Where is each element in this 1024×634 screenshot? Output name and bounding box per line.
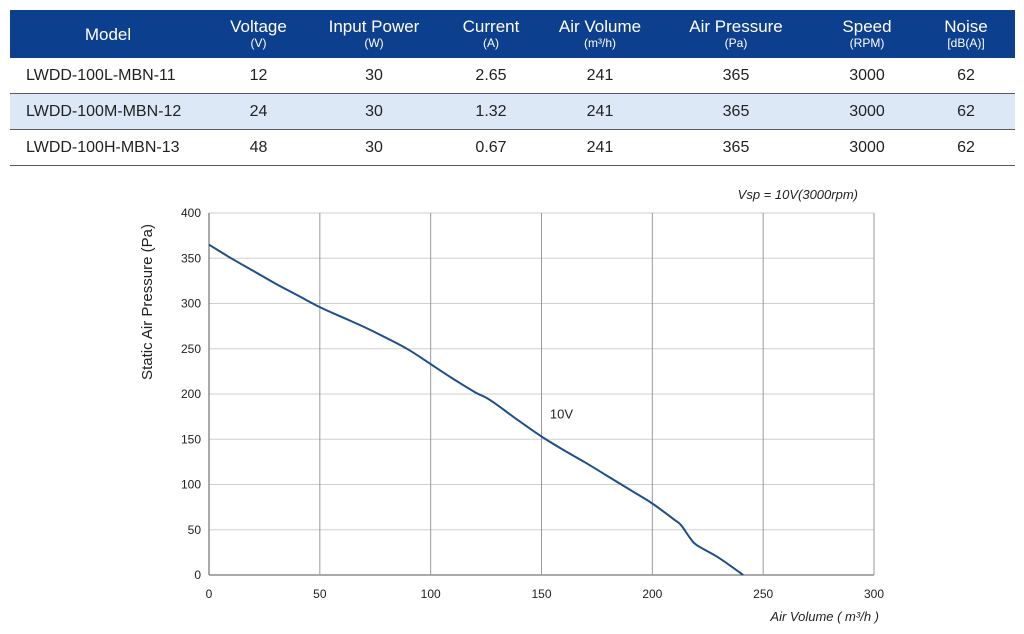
y-tick-label: 400: [181, 206, 201, 220]
table-cell: 30: [311, 93, 437, 130]
x-tick-label: 100: [421, 587, 441, 601]
header-label: Noise: [944, 17, 988, 36]
header-label: Model: [84, 24, 132, 44]
table-cell: 241: [545, 129, 655, 166]
table-cell: 30: [311, 58, 437, 94]
header-current: Current (A): [437, 10, 545, 58]
y-tick-label: 100: [181, 478, 201, 492]
table-cell: 241: [545, 93, 655, 130]
x-axis-label: Air Volume ( m³/h ): [769, 609, 879, 624]
table-header-row: Model Voltage (V) Input Power (W) Curren…: [10, 10, 1015, 58]
header-label: Input Power: [328, 17, 420, 36]
header-label: Speed: [842, 17, 892, 36]
header-unit: (A): [483, 36, 499, 50]
y-tick-label: 200: [181, 387, 201, 401]
table-cell-model: LWDD-100H-MBN-13: [10, 129, 206, 166]
x-tick-label: 200: [642, 587, 662, 601]
table-cell: 365: [655, 93, 817, 130]
header-unit: (m³/h): [584, 36, 616, 50]
table-cell: 365: [655, 129, 817, 166]
table-cell: 0.67: [437, 129, 545, 166]
header-noise: Noise [dB(A)]: [917, 10, 1015, 58]
header-input-power: Input Power (W): [311, 10, 437, 58]
header-label: Voltage: [230, 17, 287, 36]
spec-table: Model Voltage (V) Input Power (W) Curren…: [10, 10, 1015, 166]
header-unit: (W): [364, 36, 384, 50]
table-cell: 365: [655, 58, 817, 94]
table-cell: 1.32: [437, 93, 545, 130]
x-tick-label: 50: [313, 587, 327, 601]
header-unit: (V): [250, 36, 267, 50]
table-cell: 24: [206, 93, 311, 130]
x-tick-label: 0: [206, 587, 213, 601]
table-cell: 30: [311, 129, 437, 166]
table-row: LWDD-100M-MBN-12 24 30 1.32 241 365 3000…: [10, 93, 1015, 130]
header-voltage: Voltage (V): [206, 10, 311, 58]
table-row: LWDD-100L-MBN-11 12 30 2.65 241 365 3000…: [10, 58, 1015, 94]
header-model: Model: [10, 10, 206, 58]
table-cell: 62: [917, 93, 1015, 130]
header-air-pressure: Air Pressure (Pa): [655, 10, 817, 58]
table-cell: 2.65: [437, 58, 545, 94]
table-cell: 241: [545, 58, 655, 94]
y-tick-label: 350: [181, 251, 201, 265]
header-speed: Speed (RPM): [817, 10, 917, 58]
header-unit: (Pa): [724, 36, 748, 50]
y-tick-label: 0: [194, 568, 201, 582]
x-tick-label: 300: [864, 587, 884, 601]
table-cell-model: LWDD-100M-MBN-12: [10, 93, 206, 130]
table-cell: 12: [206, 58, 311, 94]
x-tick-label: 250: [753, 587, 773, 601]
chart-series: 10V: [208, 243, 744, 576]
y-tick-label: 50: [188, 523, 202, 537]
y-tick-label: 150: [181, 432, 201, 446]
table-cell: 48: [206, 129, 311, 166]
table-row: LWDD-100H-MBN-13 48 30 0.67 241 365 3000…: [10, 129, 1015, 166]
header-label: Air Volume: [558, 17, 642, 36]
series-line: [208, 243, 744, 576]
table-cell: 3000: [817, 129, 917, 166]
chart-tick-labels: 0 50 100 150 200 250 300 350 400 0 50 100 150 200 250 3…: [181, 206, 884, 601]
table-cell: 3000: [817, 58, 917, 94]
header-unit: [dB(A)]: [947, 36, 985, 50]
y-tick-label: 300: [181, 297, 201, 311]
table-cell: 62: [917, 58, 1015, 94]
header-label: Current: [462, 17, 520, 36]
chart-annotation: Vsp = 10V(3000rpm): [738, 187, 858, 202]
header-label: Air Pressure: [689, 17, 783, 36]
header-air-volume: Air Volume (m³/h): [545, 10, 655, 58]
x-tick-label: 150: [531, 587, 551, 601]
table-cell-model: LWDD-100L-MBN-11: [10, 58, 206, 94]
table-cell: 3000: [817, 93, 917, 130]
y-axis-label: Static Air Pressure (Pa): [139, 224, 156, 380]
table-cell: 62: [917, 129, 1015, 166]
chart-grid: [208, 212, 875, 576]
header-unit: (RPM): [849, 36, 885, 50]
series-label: 10V: [550, 406, 573, 421]
y-tick-label: 250: [181, 342, 201, 356]
